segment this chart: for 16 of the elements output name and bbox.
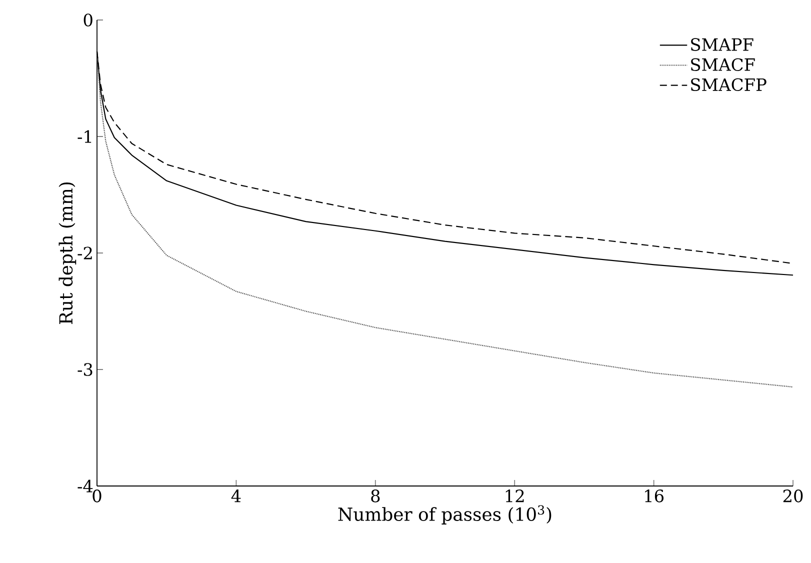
x-axis-title: Number of passes (10$^{3}$) (338, 505, 552, 524)
legend-label: SMACF (691, 58, 755, 72)
y-tick-label: -3 (78, 363, 92, 376)
y-tick-label: -4 (78, 480, 93, 492)
y-tick-label: -2 (78, 246, 92, 260)
legend-label: SMACFP (691, 78, 766, 92)
legend-label: SMAPF (691, 38, 754, 51)
y-tick-label: 0 (84, 14, 92, 26)
x-tick-label: 12 (506, 490, 524, 502)
x-tick-label: 16 (645, 490, 664, 502)
x-tick-label: 0 (92, 490, 102, 502)
x-tick-label: 8 (371, 490, 380, 502)
x-tick-label: 4 (231, 490, 241, 502)
x-tick-label: 20 (783, 490, 803, 502)
y-axis-title: Rut depth (mm) (58, 182, 76, 324)
y-tick-label: -1 (78, 130, 92, 143)
